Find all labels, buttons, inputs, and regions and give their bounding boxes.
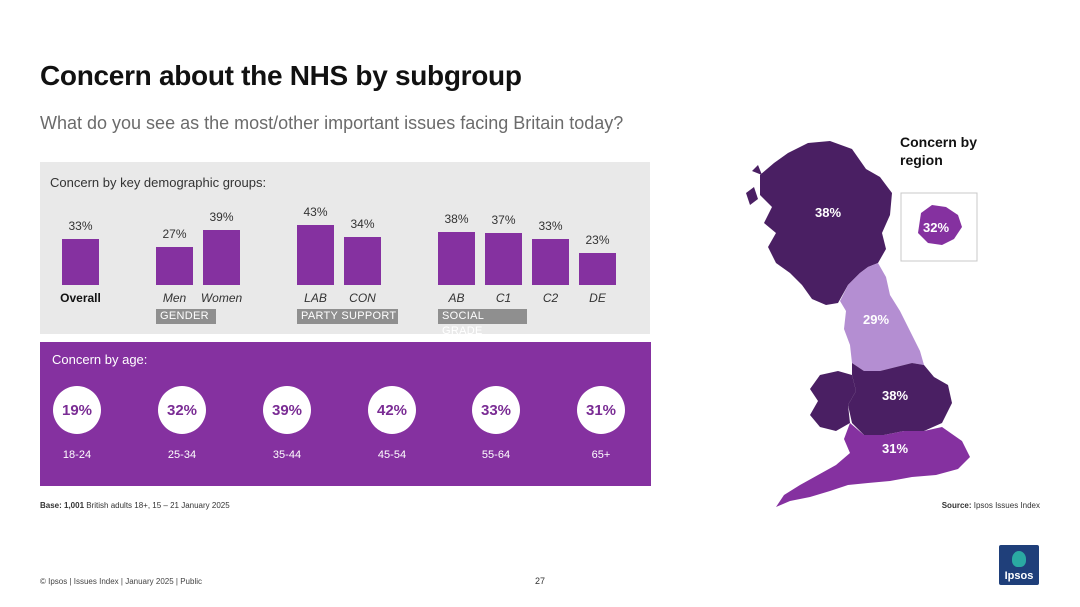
- footer-text: © Ipsos | Issues Index | January 2025 | …: [40, 577, 202, 586]
- age-value-circle: 19%: [53, 386, 101, 434]
- bar-category-label: Overall: [60, 291, 101, 305]
- age-label: 45-54: [377, 449, 407, 461]
- map-label-north: 29%: [863, 312, 889, 327]
- age-value-circle: 31%: [577, 386, 625, 434]
- source-note-bold: Source:: [941, 501, 972, 510]
- bar-category-label: Women: [200, 291, 243, 305]
- bar-category-label: C1: [495, 291, 512, 305]
- age-item-45-54: 42% 45-54: [357, 386, 427, 461]
- logo-mark-icon: [1012, 551, 1026, 567]
- bar-lab: [297, 224, 334, 285]
- age-label: 65+: [591, 449, 611, 461]
- region-heading: Concern by region: [900, 134, 978, 168]
- age-panel: Concern by age: 19% 18-24 32% 25-34 39% …: [40, 342, 651, 486]
- bar-category-label: LAB: [304, 291, 327, 305]
- bar-value-label: 27%: [162, 227, 187, 242]
- base-note-bold: Base: 1,001: [40, 501, 85, 510]
- bar-men: [156, 247, 193, 285]
- bar-ab: [438, 231, 475, 285]
- demographics-panel: Concern by key demographic groups: 33% Ov…: [40, 162, 650, 337]
- source-note-text: Ipsos Issues Index: [971, 501, 1040, 510]
- age-label: 55-64: [481, 449, 511, 461]
- bar-value-label: 33%: [538, 218, 563, 233]
- logo-text: Ipsos: [1004, 570, 1034, 582]
- map-region-north: [840, 263, 924, 371]
- age-label: 35-44: [272, 449, 302, 461]
- map-label-london: 32%: [923, 220, 949, 235]
- age-heading: Concern by age:: [52, 352, 148, 367]
- bar-value-label: 43%: [303, 204, 328, 219]
- map-region-london: [918, 205, 962, 245]
- base-note-text: British adults 18+, 15 – 21 January 2025: [84, 501, 230, 510]
- map-region-wales: [810, 371, 856, 431]
- demographics-bar-chart: 33% Overall 27% Men 39% Women 43% LAB 34% CON 38% A…: [40, 162, 650, 334]
- bar-value-label: 37%: [491, 213, 516, 228]
- page-number: 27: [535, 576, 546, 586]
- bar-overall: [62, 238, 99, 285]
- base-note: Base: 1,001 British adults 18+, 15 – 21 …: [40, 501, 230, 510]
- map-region-scotland: [746, 141, 892, 305]
- source-note: Source: Ipsos Issues Index: [942, 501, 1040, 510]
- uk-region-map: 38% 29% 38% 31% 32%: [746, 141, 978, 507]
- bar-value-label: 34%: [350, 217, 375, 232]
- bar-value-label: 38%: [444, 211, 469, 226]
- age-label: 25-34: [167, 449, 197, 461]
- group-label-gender: GENDER: [156, 309, 216, 324]
- age-value-circle: 32%: [158, 386, 206, 434]
- bar-category-label: CON: [349, 291, 376, 305]
- demographics-heading: Concern by key demographic groups:: [50, 175, 267, 190]
- bar-value-label: 39%: [209, 210, 234, 225]
- ipsos-logo: Ipsos: [999, 545, 1039, 585]
- map-label-midlands: 38%: [882, 388, 908, 403]
- bar-category-label: AB: [448, 291, 465, 305]
- page-title: Concern about the NHS by subgroup: [40, 60, 522, 91]
- bar-category-label: DE: [589, 291, 606, 305]
- map-label-scotland: 38%: [815, 205, 841, 220]
- age-item-65-plus: 31% 65+: [566, 386, 636, 461]
- bar-con: [344, 237, 381, 285]
- age-item-18-24: 19% 18-24: [42, 386, 112, 461]
- bar-c2: [532, 238, 569, 285]
- bar-category-label: C2: [542, 291, 559, 305]
- age-value-circle: 33%: [472, 386, 520, 434]
- bar-de: [579, 252, 616, 285]
- page-subtitle: What do you see as the most/other import…: [40, 113, 624, 133]
- group-label-party-support: PARTY SUPPORT: [297, 309, 398, 324]
- map-region-south: [776, 423, 970, 507]
- map-label-south: 31%: [882, 441, 908, 456]
- bar-value-label: 33%: [68, 218, 93, 233]
- age-label: 18-24: [62, 449, 92, 461]
- bar-c1: [485, 233, 522, 285]
- bar-category-label: Men: [162, 291, 187, 305]
- bar-women: [203, 230, 240, 285]
- bar-value-label: 23%: [585, 232, 610, 247]
- age-item-25-34: 32% 25-34: [147, 386, 217, 461]
- group-label-social-grade: SOCIAL GRADE: [438, 309, 527, 337]
- age-item-55-64: 33% 55-64: [461, 386, 531, 461]
- age-item-35-44: 39% 35-44: [252, 386, 322, 461]
- age-value-circle: 42%: [368, 386, 416, 434]
- map-region-midlands: [848, 363, 952, 435]
- age-value-circle: 39%: [263, 386, 311, 434]
